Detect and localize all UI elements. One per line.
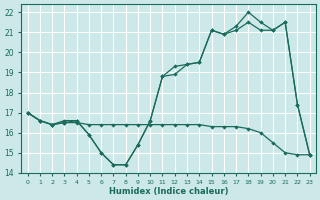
X-axis label: Humidex (Indice chaleur): Humidex (Indice chaleur) [109,187,228,196]
